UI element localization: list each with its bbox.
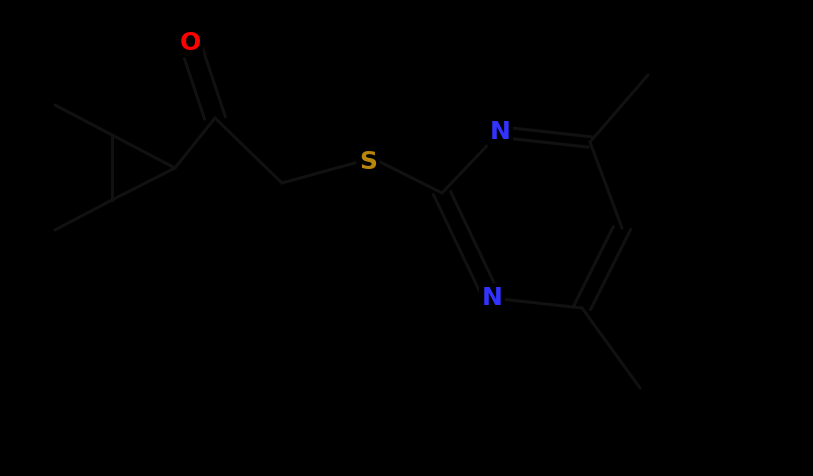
Text: O: O bbox=[180, 31, 201, 55]
Text: N: N bbox=[489, 120, 511, 144]
Text: N: N bbox=[481, 286, 502, 310]
Text: S: S bbox=[359, 150, 377, 174]
